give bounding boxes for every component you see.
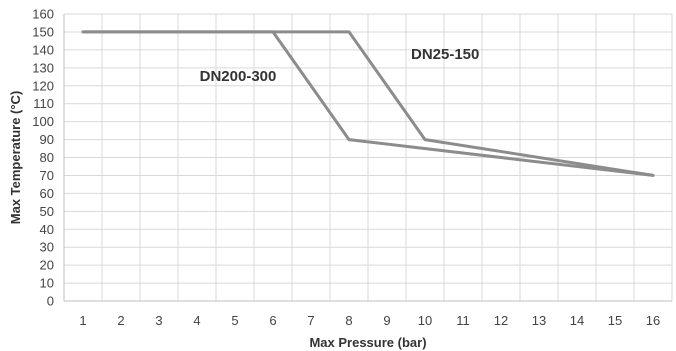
- x-tick-label: 16: [646, 313, 660, 328]
- x-tick-label: 11: [456, 313, 470, 328]
- x-tick-label: 8: [345, 313, 352, 328]
- y-tick-label: 80: [40, 150, 54, 165]
- y-tick-label: 160: [32, 7, 54, 22]
- x-tick-label: 12: [494, 313, 508, 328]
- series-label-dn25-150: DN25-150: [411, 46, 479, 63]
- y-tick-label: 20: [40, 258, 54, 273]
- x-tick-label: 10: [418, 313, 432, 328]
- y-tick-label: 0: [47, 294, 54, 309]
- x-tick-label: 7: [307, 313, 314, 328]
- y-tick-label: 40: [40, 222, 54, 237]
- y-tick-label: 60: [40, 186, 54, 201]
- x-tick-label: 4: [193, 313, 200, 328]
- y-tick-label: 140: [32, 42, 54, 57]
- y-tick-label: 100: [32, 114, 54, 129]
- series-labels: DN25-150 DN200-300: [200, 46, 480, 85]
- x-axis-title: Max Pressure (bar): [309, 335, 426, 350]
- x-tick-label: 14: [570, 313, 584, 328]
- x-tick-label: 1: [79, 313, 86, 328]
- x-tick-label: 5: [231, 313, 238, 328]
- y-tick-label: 50: [40, 204, 54, 219]
- y-tick-label: 150: [32, 24, 54, 39]
- x-tick-label: 2: [117, 313, 124, 328]
- x-tick-label: 9: [383, 313, 390, 328]
- series-lines: [81, 30, 655, 177]
- y-tick-label: 10: [40, 276, 54, 291]
- series-label-dn200-300: DN200-300: [200, 68, 277, 85]
- y-tick-label: 120: [32, 78, 54, 93]
- y-tick-label: 110: [33, 96, 54, 111]
- x-tick-label: 6: [269, 313, 276, 328]
- x-tick-label: 13: [532, 313, 546, 328]
- x-tick-labels: 1 2 3 4 5 6 7 8 9 10 11 12 13 14 15 16: [79, 313, 660, 328]
- y-tick-label: 30: [40, 240, 54, 255]
- y-tick-label: 90: [40, 132, 54, 147]
- series-line-dn200-300: [81, 30, 655, 177]
- x-tick-label: 15: [608, 313, 622, 328]
- x-tick-label: 3: [155, 313, 162, 328]
- axes: [63, 14, 672, 302]
- y-tick-labels: 0 10 20 30 40 50 60 70 80 90 100 110 120 130 140 150 160: [32, 7, 54, 309]
- y-tick-label: 70: [40, 168, 54, 183]
- y-tick-label: 130: [32, 60, 54, 75]
- y-axis-title: Max Temperature (°C): [8, 91, 23, 225]
